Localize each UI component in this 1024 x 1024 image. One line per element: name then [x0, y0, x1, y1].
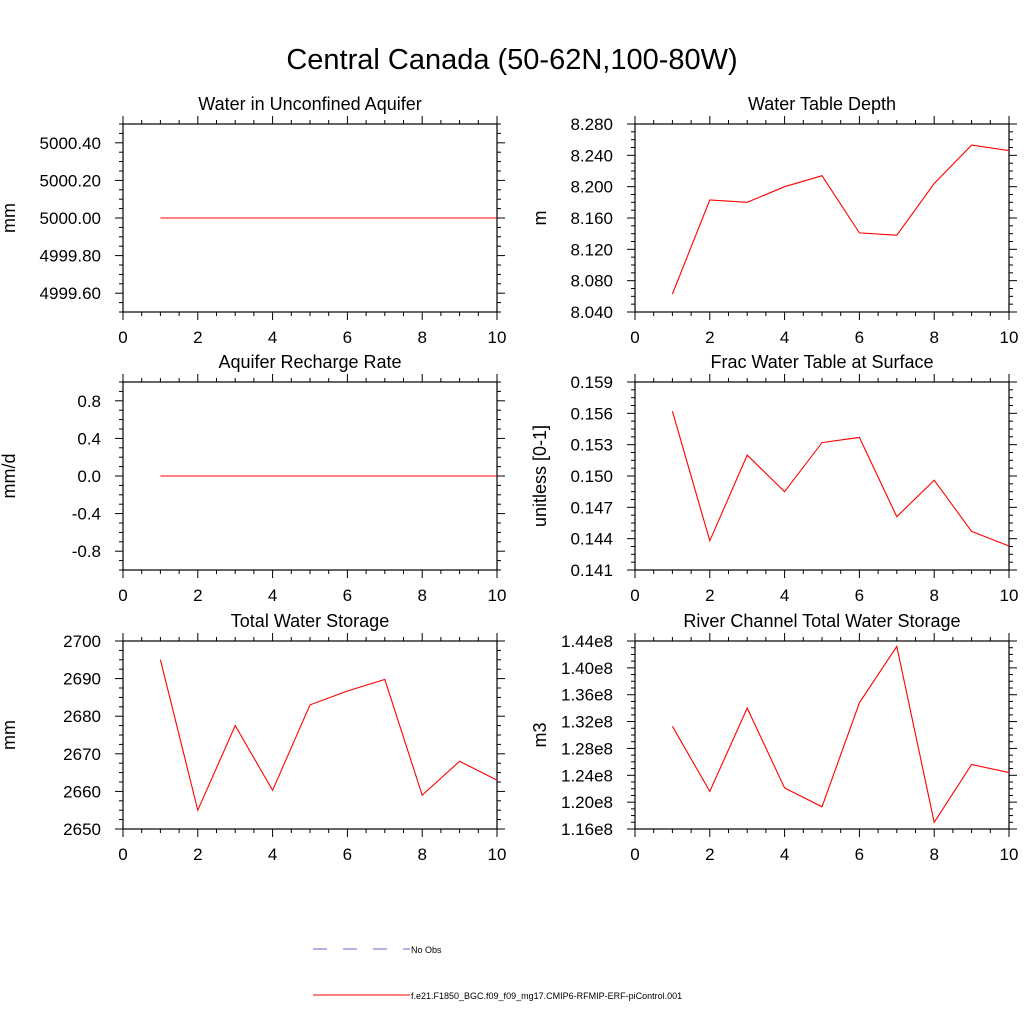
- y-tick-label: 0.144: [570, 530, 613, 549]
- x-tick-label: 2: [705, 328, 714, 347]
- data-line: [671, 645, 1010, 824]
- y-tick-label: 5000.00: [40, 209, 101, 228]
- x-tick-label: 4: [780, 845, 789, 864]
- y-tick-label: 8.240: [570, 146, 613, 165]
- x-tick-label: 6: [855, 328, 864, 347]
- x-tick-label: 10: [488, 586, 507, 605]
- x-tick-label: 4: [780, 586, 789, 605]
- y-tick-label: 8.160: [570, 209, 613, 228]
- legend-label-case: f.e21.F1850_BGC.f09_f09_mg17.CMIP6-RFMIP…: [411, 991, 682, 1001]
- y-tick-label: 1.24e8: [561, 766, 613, 785]
- y-axis-label: mm: [0, 720, 19, 750]
- panel-title: Aquifer Recharge Rate: [218, 352, 401, 372]
- x-tick-label: 2: [705, 586, 714, 605]
- y-tick-label: 1.16e8: [561, 820, 613, 839]
- x-tick-label: 0: [118, 328, 127, 347]
- x-tick-label: 4: [268, 845, 277, 864]
- y-tick-label: 1.20e8: [561, 793, 613, 812]
- plot-frame: [634, 123, 1010, 313]
- y-tick-label: 5000.40: [40, 134, 101, 153]
- x-tick-label: 0: [630, 586, 639, 605]
- x-tick-label: 6: [855, 586, 864, 605]
- x-tick-label: 6: [855, 845, 864, 864]
- data-line: [671, 144, 1010, 295]
- y-tick-label: 2660: [63, 782, 101, 801]
- x-tick-label: 10: [1000, 328, 1019, 347]
- y-axis-label: mm: [0, 203, 19, 233]
- y-tick-label: 2670: [63, 745, 101, 764]
- panel-title: Total Water Storage: [231, 611, 389, 631]
- y-tick-label: 2700: [63, 632, 101, 651]
- y-tick-label: 1.32e8: [561, 713, 613, 732]
- y-tick-label: 0.141: [570, 561, 613, 580]
- y-tick-label: 0.150: [570, 467, 613, 486]
- y-tick-label: 0.153: [570, 436, 613, 455]
- x-tick-label: 10: [488, 845, 507, 864]
- x-tick-label: 4: [780, 328, 789, 347]
- x-tick-label: 10: [488, 328, 507, 347]
- y-tick-label: 0.156: [570, 404, 613, 423]
- y-tick-label: 2650: [63, 820, 101, 839]
- y-tick-label: -0.4: [72, 505, 101, 524]
- y-tick-label: -0.8: [72, 542, 101, 561]
- x-tick-label: 2: [705, 845, 714, 864]
- legend-label-no-obs: No Obs: [411, 945, 442, 955]
- x-tick-label: 10: [1000, 845, 1019, 864]
- x-tick-label: 0: [630, 328, 639, 347]
- x-tick-label: 6: [343, 845, 352, 864]
- x-tick-label: 8: [417, 845, 426, 864]
- y-tick-label: 8.040: [570, 303, 613, 322]
- figure-title: Central Canada (50-62N,100-80W): [286, 44, 738, 76]
- x-tick-label: 6: [343, 328, 352, 347]
- plot-frame: [634, 640, 1010, 830]
- x-tick-label: 8: [929, 586, 938, 605]
- y-tick-label: 5000.20: [40, 171, 101, 190]
- y-axis-label: unitless [0-1]: [530, 425, 550, 527]
- y-tick-label: 4999.60: [40, 284, 101, 303]
- x-tick-label: 8: [417, 586, 426, 605]
- x-tick-label: 2: [193, 845, 202, 864]
- x-tick-label: 4: [268, 328, 277, 347]
- y-tick-label: 8.280: [570, 115, 613, 134]
- y-axis-label: mm/d: [0, 454, 19, 499]
- panel-title: Water in Unconfined Aquifer: [198, 94, 421, 114]
- y-axis-label: m3: [530, 722, 550, 747]
- y-tick-label: 8.120: [570, 240, 613, 259]
- y-tick-label: 0.4: [77, 429, 101, 448]
- y-tick-label: 2680: [63, 707, 101, 726]
- y-tick-label: 4999.80: [40, 247, 101, 266]
- x-tick-label: 4: [268, 586, 277, 605]
- y-tick-label: 1.40e8: [561, 659, 613, 678]
- y-tick-label: 1.36e8: [561, 686, 613, 705]
- y-axis-label: m: [530, 211, 550, 226]
- x-tick-label: 6: [343, 586, 352, 605]
- x-tick-label: 2: [193, 586, 202, 605]
- x-tick-label: 2: [193, 328, 202, 347]
- panel-title: River Channel Total Water Storage: [683, 611, 960, 631]
- x-tick-label: 0: [118, 586, 127, 605]
- y-tick-label: 0.0: [77, 467, 101, 486]
- x-tick-label: 0: [118, 845, 127, 864]
- data-line: [671, 411, 1010, 547]
- y-tick-label: 2690: [63, 670, 101, 689]
- y-tick-label: 0.147: [570, 498, 613, 517]
- x-tick-label: 8: [417, 328, 426, 347]
- y-tick-label: 0.159: [570, 373, 613, 392]
- data-line: [159, 659, 498, 812]
- x-tick-label: 8: [929, 845, 938, 864]
- x-tick-label: 10: [1000, 586, 1019, 605]
- x-tick-label: 8: [929, 328, 938, 347]
- x-tick-label: 0: [630, 845, 639, 864]
- y-tick-label: 8.200: [570, 178, 613, 197]
- panel-title: Frac Water Table at Surface: [710, 352, 933, 372]
- y-tick-label: 1.44e8: [561, 632, 613, 651]
- y-tick-label: 1.28e8: [561, 739, 613, 758]
- y-tick-label: 8.080: [570, 272, 613, 291]
- y-tick-label: 0.8: [77, 392, 101, 411]
- panel-title: Water Table Depth: [748, 94, 896, 114]
